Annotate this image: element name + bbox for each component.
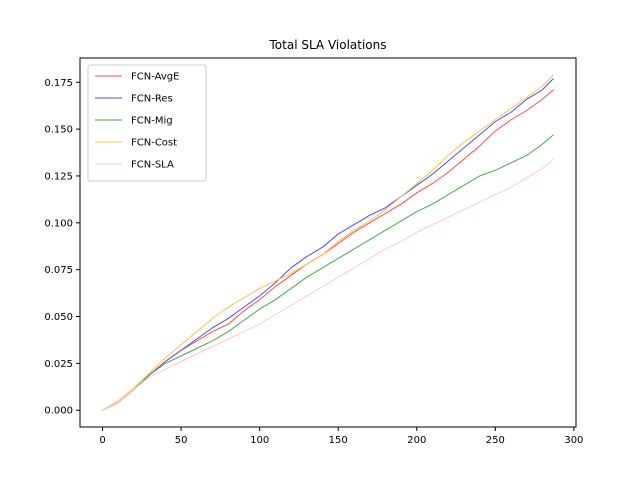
y-axis: 0.000 0.025 0.050 0.075 0.100 0.125 0.150 0.175 xyxy=(44,78,80,417)
x-tick-label: 150 xyxy=(329,435,348,446)
x-tick-label: 50 xyxy=(175,435,188,446)
x-axis: 0 50 100 150 200 250 300 xyxy=(99,427,583,446)
y-tick-label: 0.125 xyxy=(44,171,73,182)
legend-label: FCN-Res xyxy=(131,94,173,105)
y-tick-label: 0.000 xyxy=(44,406,73,417)
legend-label: FCN-Mig xyxy=(131,116,173,127)
series-line-fcn-cost xyxy=(102,74,554,411)
y-tick-label: 0.175 xyxy=(44,78,73,89)
series-line-fcn-res xyxy=(102,78,554,411)
chart-title: Total SLA Violations xyxy=(269,38,387,52)
legend-label: FCN-SLA xyxy=(131,160,174,171)
x-tick-label: 250 xyxy=(486,435,505,446)
x-tick-label: 200 xyxy=(407,435,426,446)
legend-label: FCN-AvgE xyxy=(131,72,179,83)
legend: FCN-AvgE FCN-Res FCN-Mig FCN-Cost FCN-SLA xyxy=(87,64,207,182)
legend-box xyxy=(87,64,207,182)
x-tick-label: 100 xyxy=(250,435,269,446)
y-tick-label: 0.150 xyxy=(44,125,73,136)
x-tick-label: 0 xyxy=(99,435,105,446)
plot-lines xyxy=(102,74,554,411)
series-line-fcn-mig xyxy=(102,134,554,411)
x-tick-label: 300 xyxy=(564,435,583,446)
plot-frame xyxy=(79,57,577,428)
y-tick-label: 0.075 xyxy=(44,265,73,276)
y-tick-label: 0.025 xyxy=(44,359,73,370)
legend-label: FCN-Cost xyxy=(131,138,177,149)
series-line-fcn-sla xyxy=(102,158,554,411)
y-tick-label: 0.050 xyxy=(44,312,73,323)
y-tick-label: 0.100 xyxy=(44,218,73,229)
